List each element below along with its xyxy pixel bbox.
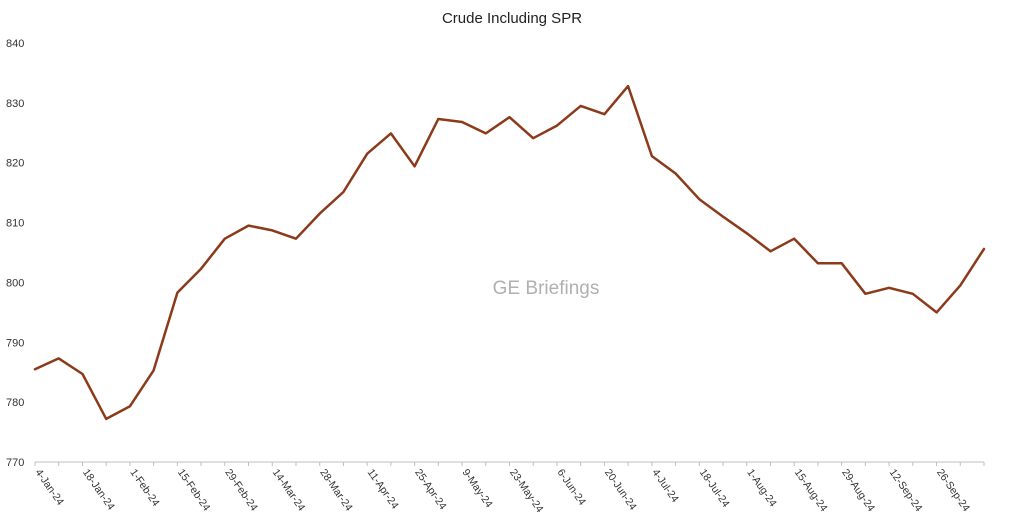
y-tick-label: 840 (6, 38, 24, 50)
x-tick-label: 4-Jul-24 (649, 467, 681, 505)
x-tick-label: 12-Sep-24 (887, 467, 925, 514)
x-axis: 4-Jan-24 18-Jan-24 1-Feb-24 15-Feb-24 29-Feb… (33, 461, 985, 515)
y-tick-label: 800 (6, 277, 24, 289)
y-tick-label: 770 (6, 457, 24, 469)
x-tick-label: 29-Feb-24 (222, 467, 260, 514)
x-tick-label: 15-Feb-24 (175, 467, 213, 514)
x-tick-label: 15-Aug-24 (792, 467, 830, 514)
y-axis: 770 780 790 800 810 820 830 840 (6, 38, 24, 469)
series-layer (33, 84, 986, 421)
x-tick-label: 28-Mar-24 (317, 467, 355, 514)
x-tick-label: 4-Jan-24 (33, 467, 67, 508)
x-tick-label: 26-Sep-24 (934, 467, 972, 514)
watermark-text: GE Briefings (493, 278, 600, 299)
y-tick-label: 820 (6, 158, 24, 170)
x-tick-label: 11-Apr-24 (365, 467, 401, 512)
y-tick-label: 810 (6, 218, 24, 230)
chart-title: Crude Including SPR (442, 10, 582, 27)
x-tick-label: 29-Aug-24 (839, 467, 877, 514)
x-tick-label: 1-Feb-24 (127, 467, 161, 509)
x-tick-label: 14-Mar-24 (270, 467, 308, 514)
y-tick-label: 790 (6, 337, 24, 349)
x-tick-label: 25-Apr-24 (412, 467, 449, 512)
y-tick-label: 830 (6, 98, 24, 110)
x-tick-label: 18-Jan-24 (80, 467, 117, 513)
x-tick-label: 6-Jun-24 (554, 467, 588, 508)
x-tick-label: 18-Jul-24 (697, 467, 732, 510)
x-tick-label: 20-Jun-24 (602, 467, 639, 513)
x-tick-label: 9-May-24 (460, 467, 495, 510)
x-tick-label: 1-Aug-24 (744, 467, 779, 509)
y-tick-label: 780 (6, 397, 24, 409)
series-line (33, 84, 986, 421)
x-tick-label: 23-May-24 (507, 467, 546, 515)
